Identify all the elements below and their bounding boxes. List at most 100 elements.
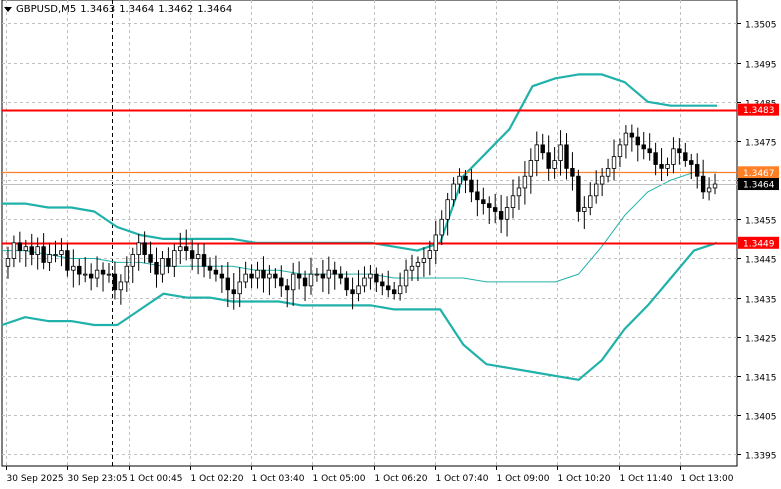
candle-body xyxy=(344,277,349,291)
candle-body xyxy=(213,269,219,275)
candle-body xyxy=(136,242,141,255)
candle-body xyxy=(469,179,474,193)
candle-body xyxy=(77,265,82,275)
candle-body xyxy=(391,289,397,295)
candle-body xyxy=(374,273,379,283)
candle-body xyxy=(546,152,551,169)
candle-body xyxy=(11,242,17,259)
candle-body xyxy=(172,250,177,267)
candle-body xyxy=(130,254,135,267)
candle-body xyxy=(71,265,76,271)
level-label: 1.3464 xyxy=(743,181,775,191)
candle-body xyxy=(492,207,498,212)
candle-body xyxy=(184,246,189,252)
level-label-box xyxy=(738,103,779,116)
level-label: 1.3449 xyxy=(743,239,775,249)
candle-body xyxy=(142,242,147,255)
candle-body xyxy=(647,148,652,154)
x-tick-label: 1 Oct 06:20 xyxy=(375,474,428,484)
chevron-down-icon[interactable] xyxy=(4,6,12,12)
candle-body xyxy=(487,203,492,208)
candle-body xyxy=(356,285,361,295)
candle-body xyxy=(504,207,510,220)
candle-body xyxy=(237,281,242,295)
candle-body xyxy=(427,250,433,259)
candle-body xyxy=(189,250,195,259)
candle-body xyxy=(415,261,421,267)
candle-body xyxy=(712,183,718,189)
x-tick-label: 1 Oct 03:40 xyxy=(252,474,305,484)
x-tick-label: 1 Oct 10:20 xyxy=(558,474,611,484)
candle-body xyxy=(350,289,355,295)
y-tick-label: 1.3475 xyxy=(745,139,777,149)
x-tick-label: 1 Oct 11:40 xyxy=(620,474,673,484)
candle-body xyxy=(100,269,106,275)
candle-body xyxy=(178,246,183,252)
candle-body xyxy=(65,250,70,271)
candle-body xyxy=(659,164,664,169)
candle-body xyxy=(421,258,427,263)
candle-body xyxy=(124,265,130,283)
candle-body xyxy=(23,246,28,252)
candle-body xyxy=(332,269,337,275)
candle-body xyxy=(83,273,88,276)
candle-body xyxy=(695,164,700,177)
candle-body xyxy=(302,277,308,287)
candle-body xyxy=(528,160,534,177)
candle-body xyxy=(522,175,528,189)
x-tick-label: 1 Oct 00:45 xyxy=(130,474,183,484)
candlesticks xyxy=(5,124,718,310)
candle-body xyxy=(593,183,599,197)
level-label-box xyxy=(738,236,779,249)
y-tick-label: 1.3505 xyxy=(745,21,777,31)
candle-body xyxy=(629,132,635,138)
candle-body xyxy=(445,199,450,220)
candle-body xyxy=(267,273,272,279)
open-value: 1.3463 xyxy=(80,4,116,15)
candle-body xyxy=(243,273,248,283)
candle-body xyxy=(475,191,480,201)
candle-body xyxy=(683,152,688,161)
candle-body xyxy=(41,246,46,263)
x-tick-label: 30 Sep 23:05 xyxy=(68,474,128,484)
high-value: 1.3464 xyxy=(119,4,155,15)
candle-body xyxy=(409,265,415,271)
candle-body xyxy=(403,269,409,287)
x-tick-label: 1 Oct 02:20 xyxy=(191,474,244,484)
candle-body xyxy=(219,273,225,279)
bollinger-bands xyxy=(1,73,718,381)
candle-body xyxy=(160,258,165,275)
candle-body xyxy=(112,273,118,291)
candle-body xyxy=(498,211,504,220)
level-label: 1.3483 xyxy=(743,106,775,116)
candle-body xyxy=(558,144,563,161)
candle-body xyxy=(671,148,676,165)
x-tick-label: 1 Oct 13:00 xyxy=(681,474,734,484)
candle-body xyxy=(706,187,712,193)
x-tick-label: 1 Oct 07:40 xyxy=(436,474,489,484)
level-label-box xyxy=(738,178,779,191)
chart-header: GBPUSD,M5 1.3463 1.3464 1.3462 1.3464 xyxy=(4,4,236,15)
candle-body xyxy=(249,273,254,279)
candle-body xyxy=(582,207,587,212)
candle-body xyxy=(599,175,605,185)
candle-body xyxy=(665,164,670,169)
chart-grid xyxy=(1,0,738,467)
candle-body xyxy=(516,187,522,197)
candle-body xyxy=(605,167,611,177)
candle-body xyxy=(386,285,391,291)
candle-body xyxy=(534,144,539,161)
candle-body xyxy=(611,156,617,169)
price-level-labels: 1.3483 1.3467 1.3464 1.3449 xyxy=(738,103,779,249)
candle-body xyxy=(195,254,201,259)
candle-body xyxy=(362,277,367,287)
y-tick-label: 1.3425 xyxy=(745,335,777,345)
candle-body xyxy=(290,273,296,291)
candle-body xyxy=(261,269,266,279)
candle-body xyxy=(481,199,486,205)
candle-body xyxy=(653,152,658,165)
y-tick-label: 1.3415 xyxy=(745,374,777,384)
candle-body xyxy=(88,273,94,279)
candle-body xyxy=(166,258,171,267)
